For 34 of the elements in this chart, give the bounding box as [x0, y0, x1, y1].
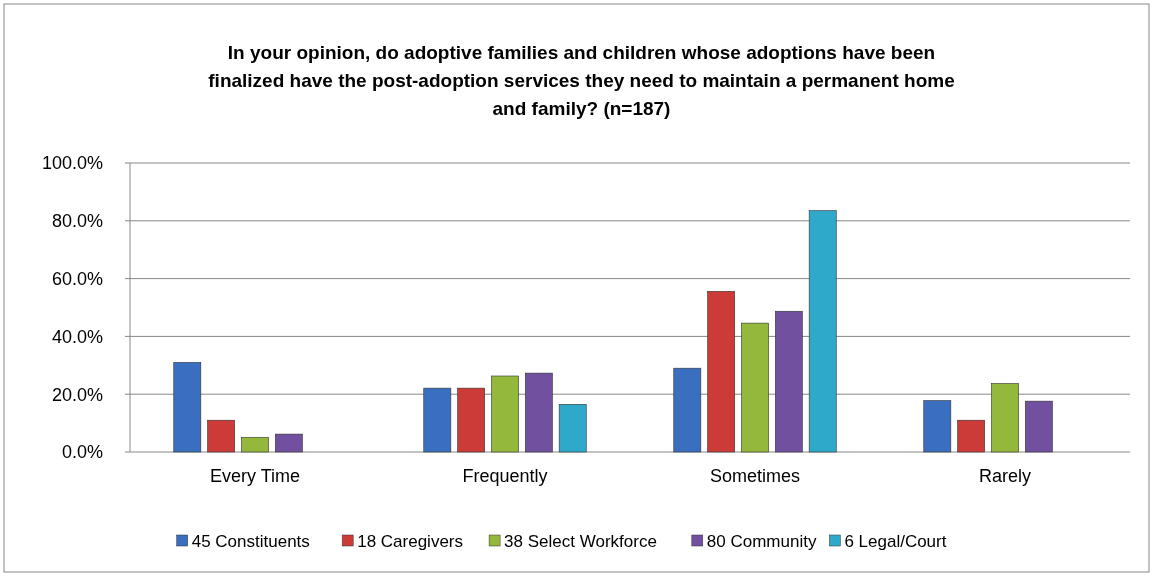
bar	[673, 367, 702, 453]
bar	[558, 404, 587, 453]
bar	[525, 372, 553, 453]
bar	[423, 387, 452, 453]
bar	[275, 433, 303, 453]
chart-title: In your opinion, do adoptive families and children whose adoptions have been finalized have the post-adoption services they need to maintain a permanent home and family? (n=187)	[208, 42, 955, 119]
bar	[923, 400, 952, 453]
bar	[173, 362, 202, 453]
y-tick-label: 20.0%	[51, 384, 103, 405]
y-tick-label: 100.0%	[41, 153, 103, 174]
bar	[957, 419, 985, 453]
x-tick-label: Sometimes	[709, 466, 801, 486]
bar	[808, 210, 837, 453]
legend-label: 80 Community	[706, 531, 817, 551]
y-tick-label: 0.0%	[61, 442, 103, 463]
bar	[1025, 400, 1053, 453]
legend-label: 6 Legal/Court	[844, 531, 947, 551]
x-tick-label: Rarely	[978, 466, 1032, 486]
bar	[457, 387, 485, 453]
legend-label: 45 Constituents	[191, 531, 310, 551]
legend-label: 18 Caregivers	[357, 531, 464, 551]
y-tick-label: 40.0%	[51, 326, 103, 347]
legend-label: 38 Select Workforce	[504, 531, 657, 551]
bar	[207, 419, 235, 453]
x-tick-label: Frequently	[462, 466, 548, 486]
bar	[491, 375, 519, 453]
y-tick-label: 60.0%	[51, 268, 103, 289]
bar	[741, 322, 769, 453]
y-tick-label: 80.0%	[51, 211, 103, 232]
x-tick-label: Every Time	[209, 466, 301, 486]
bar	[707, 291, 735, 453]
bar	[991, 383, 1019, 453]
bar	[241, 436, 269, 453]
bar	[775, 310, 803, 453]
